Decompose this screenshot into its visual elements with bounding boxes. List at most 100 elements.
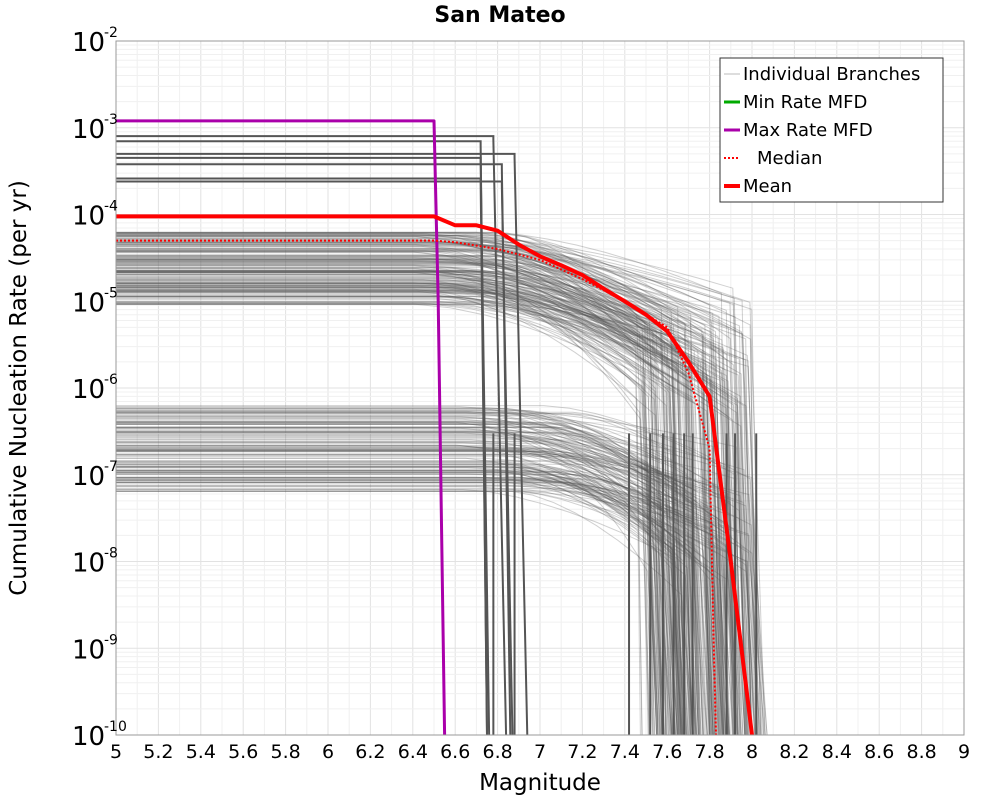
branch-line	[116, 282, 672, 736]
branch-line	[116, 274, 713, 736]
branch-line	[116, 445, 697, 736]
branch-line	[116, 255, 685, 736]
branch-line	[116, 289, 696, 736]
branch-line	[116, 301, 726, 736]
x-tick-label: 8.2	[779, 741, 809, 763]
branch-line	[116, 411, 685, 736]
branch-line	[116, 417, 672, 736]
branch-line	[116, 270, 643, 736]
branch-line	[116, 261, 748, 736]
branch-line	[116, 285, 687, 736]
branch-line	[116, 254, 658, 736]
y-tick-label: 10	[72, 722, 105, 752]
branch-family-line	[116, 180, 514, 736]
legend: Individual Branches Min Rate MFD Max Rate …	[719, 57, 944, 203]
branch-line	[116, 276, 719, 736]
branch-line	[116, 424, 711, 736]
branch-line	[116, 279, 735, 736]
branch-line	[116, 265, 676, 736]
x-axis-title: Magnitude	[479, 770, 601, 796]
x-tick-label: 5.2	[143, 741, 173, 763]
branch-line	[116, 258, 699, 736]
y-tick-exponent: -5	[104, 285, 118, 301]
branch-line	[116, 446, 677, 736]
branch-line	[116, 271, 738, 736]
branch-line	[116, 284, 704, 736]
branch-line	[116, 426, 666, 736]
branch-line	[116, 485, 679, 736]
branch-line	[116, 481, 738, 736]
branch-line	[116, 477, 729, 736]
branch-line	[116, 250, 699, 736]
branch-line	[116, 415, 731, 736]
branch-line	[116, 256, 680, 736]
branch-line	[116, 279, 713, 736]
branch-line	[116, 489, 682, 736]
branch-line	[116, 291, 753, 736]
branch-line	[116, 259, 695, 736]
branch-line	[116, 421, 715, 736]
branch-line	[116, 291, 672, 736]
branch-line	[116, 265, 695, 736]
branch-line	[116, 251, 681, 736]
branch-line	[116, 416, 692, 736]
branch-line	[116, 240, 722, 736]
x-tick-label: 5.4	[186, 741, 216, 763]
branch-line	[116, 408, 697, 736]
branch-line	[116, 422, 684, 736]
legend-label: Mean	[743, 176, 792, 197]
branch-line	[116, 280, 696, 736]
branch-line	[116, 270, 684, 736]
branch-line	[116, 237, 733, 736]
grid	[115, 41, 965, 736]
branch-line	[116, 471, 661, 736]
x-tick-label: 7.2	[567, 741, 597, 763]
branch-line	[116, 289, 763, 736]
branch-line	[116, 290, 717, 736]
branch-line	[116, 243, 735, 736]
branch-line	[116, 469, 694, 736]
branch-line	[116, 480, 673, 736]
branch-line	[116, 234, 759, 736]
legend-label: Max Rate MFD	[743, 120, 873, 141]
x-tick-label: 9	[958, 741, 970, 763]
branch-line	[116, 454, 655, 736]
branch-line	[116, 251, 658, 736]
branch-line	[116, 418, 735, 736]
branch-line	[116, 437, 699, 736]
x-tick-label: 6.2	[355, 741, 385, 763]
x-tick-label: 5.8	[270, 741, 300, 763]
branch-line	[116, 248, 737, 736]
y-tick-label: 10	[72, 28, 105, 58]
branch-line	[116, 407, 664, 736]
branch-line	[116, 249, 712, 736]
branch-line	[116, 457, 725, 736]
branch-line	[116, 304, 753, 736]
branch-line	[116, 471, 673, 736]
branch-line	[116, 235, 757, 736]
x-tick-label: 8.6	[864, 741, 894, 763]
y-tick-exponent: -6	[104, 372, 118, 388]
branch-line	[116, 271, 691, 736]
branch-line	[116, 287, 747, 736]
branch-line	[116, 422, 665, 736]
branch-line	[116, 236, 659, 736]
branch-line	[116, 291, 739, 736]
branch-line	[116, 288, 684, 736]
x-tick-label: 6	[322, 741, 334, 763]
branch-line	[116, 465, 697, 736]
branch-line	[116, 479, 720, 736]
branch-line	[116, 293, 739, 736]
branch-line	[116, 242, 705, 736]
branch-line	[116, 259, 650, 736]
y-axis-ticks: 10-210-310-410-510-610-710-810-910-10	[72, 25, 127, 752]
branch-line	[116, 236, 723, 736]
plot-area-border	[115, 40, 965, 736]
y-tick-label: 10	[72, 375, 105, 405]
branch-line	[116, 271, 765, 736]
branch-line	[116, 436, 684, 736]
x-tick-label: 8.8	[906, 741, 936, 763]
branch-line	[116, 272, 643, 736]
branch-line	[116, 283, 678, 736]
